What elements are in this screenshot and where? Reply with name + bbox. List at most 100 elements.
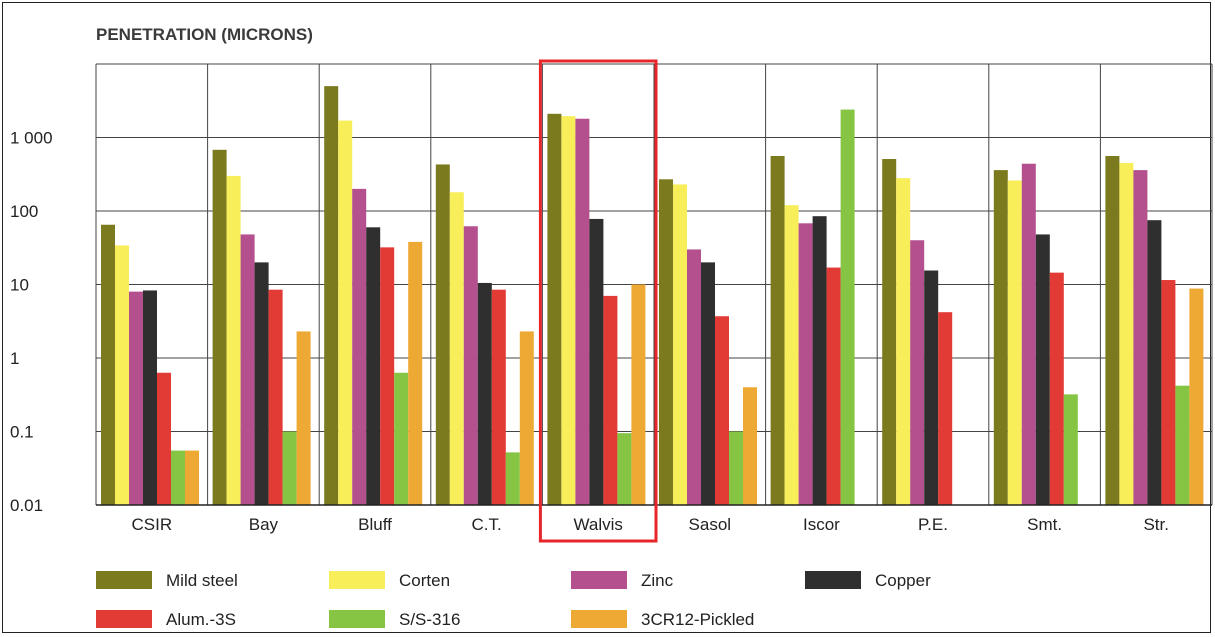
bar xyxy=(338,120,353,505)
y-tick-label: 1 xyxy=(10,349,19,368)
legend-swatch xyxy=(571,610,627,628)
legend-label: Copper xyxy=(875,571,931,590)
bar xyxy=(352,188,367,505)
legend-swatch xyxy=(571,571,627,589)
y-tick-label: 0.1 xyxy=(10,423,34,442)
legend-label: S/S-316 xyxy=(399,610,460,629)
legend-label: Alum.-3S xyxy=(166,610,236,629)
bar xyxy=(366,227,381,505)
x-category-label: Smt. xyxy=(1027,515,1062,534)
bar xyxy=(129,291,143,505)
bar xyxy=(840,109,855,505)
bar xyxy=(463,226,478,505)
legend-label: 3CR12-Pickled xyxy=(641,610,754,629)
bar xyxy=(101,224,115,506)
bar xyxy=(1119,162,1134,505)
bar xyxy=(882,158,897,505)
x-category-label: P.E. xyxy=(918,515,948,534)
bar xyxy=(435,164,450,505)
bar xyxy=(547,113,562,505)
bar xyxy=(770,156,785,505)
bar xyxy=(1189,288,1204,505)
bar xyxy=(701,262,715,505)
bar xyxy=(519,331,534,505)
bar xyxy=(798,223,813,505)
legend-swatch xyxy=(96,610,152,628)
bar xyxy=(491,289,506,505)
bar xyxy=(212,149,227,505)
bar xyxy=(171,450,185,505)
legend-swatch xyxy=(329,610,385,628)
bar xyxy=(617,433,632,505)
bar xyxy=(784,205,799,505)
bar xyxy=(603,295,618,505)
legend-swatch xyxy=(96,571,152,589)
bar xyxy=(1147,220,1162,506)
bar xyxy=(1161,280,1176,505)
bar xyxy=(185,450,199,505)
bar xyxy=(143,290,157,505)
x-category-label: Iscor xyxy=(803,515,840,534)
legend-label: Zinc xyxy=(641,571,674,590)
bar xyxy=(449,192,464,505)
bar xyxy=(477,282,492,505)
y-tick-label: 1 000 xyxy=(10,129,53,148)
highlight-rectangle xyxy=(538,59,658,543)
bar xyxy=(659,179,673,505)
bar xyxy=(826,267,841,505)
legend-label: Corten xyxy=(399,571,450,590)
bar xyxy=(589,218,604,506)
bars xyxy=(101,86,1204,506)
bar xyxy=(715,316,729,505)
legend-label: Mild steel xyxy=(166,571,238,590)
y-tick-label: 0.01 xyxy=(10,496,43,515)
bar xyxy=(408,241,423,505)
bar xyxy=(687,249,701,505)
bar xyxy=(296,331,311,505)
x-category-label: Str. xyxy=(1143,515,1169,534)
bar xyxy=(240,234,255,505)
bar xyxy=(729,431,743,505)
legend-swatch xyxy=(805,571,861,589)
bar xyxy=(561,116,576,505)
bar xyxy=(938,312,953,505)
x-category-label: Walvis xyxy=(573,515,622,534)
bar xyxy=(1021,163,1036,505)
y-tick-label: 10 xyxy=(10,276,29,295)
y-tick-labels: 0.01 0.1 1 10 100 1 000 xyxy=(10,129,53,516)
bar xyxy=(1133,170,1148,506)
bar xyxy=(282,431,297,505)
x-category-label: Sasol xyxy=(689,515,732,534)
bar xyxy=(1175,385,1190,505)
bar xyxy=(380,247,395,506)
bar xyxy=(324,86,339,505)
bar xyxy=(254,262,269,505)
bar xyxy=(394,372,409,505)
bar xyxy=(1105,156,1120,505)
x-category-label: CSIR xyxy=(131,515,172,534)
x-category-label: Bluff xyxy=(358,515,392,534)
bar xyxy=(1035,234,1050,505)
bar xyxy=(575,118,590,505)
bar xyxy=(1007,180,1022,506)
bar xyxy=(268,289,283,505)
legend-swatch xyxy=(329,571,385,589)
bar xyxy=(812,216,827,505)
bar xyxy=(896,178,911,505)
bar xyxy=(673,184,687,505)
x-category-labels: CSIR Bay Bluff C.T. Walvis Sasol Iscor P.E. Smt.… xyxy=(131,515,1168,534)
x-category-label: C.T. xyxy=(471,515,501,534)
bar xyxy=(115,245,129,506)
legend: Mild steel Corten Zinc Copper Alum.-3S S/S-31… xyxy=(96,571,931,629)
bar xyxy=(743,387,757,505)
chart-title: PENETRATION (MICRONS) xyxy=(96,25,313,44)
bar xyxy=(226,175,241,506)
bar xyxy=(910,240,925,505)
bar xyxy=(157,372,171,505)
bar xyxy=(1049,272,1064,505)
bar xyxy=(924,270,939,505)
bar xyxy=(505,452,520,505)
bar xyxy=(993,170,1008,506)
